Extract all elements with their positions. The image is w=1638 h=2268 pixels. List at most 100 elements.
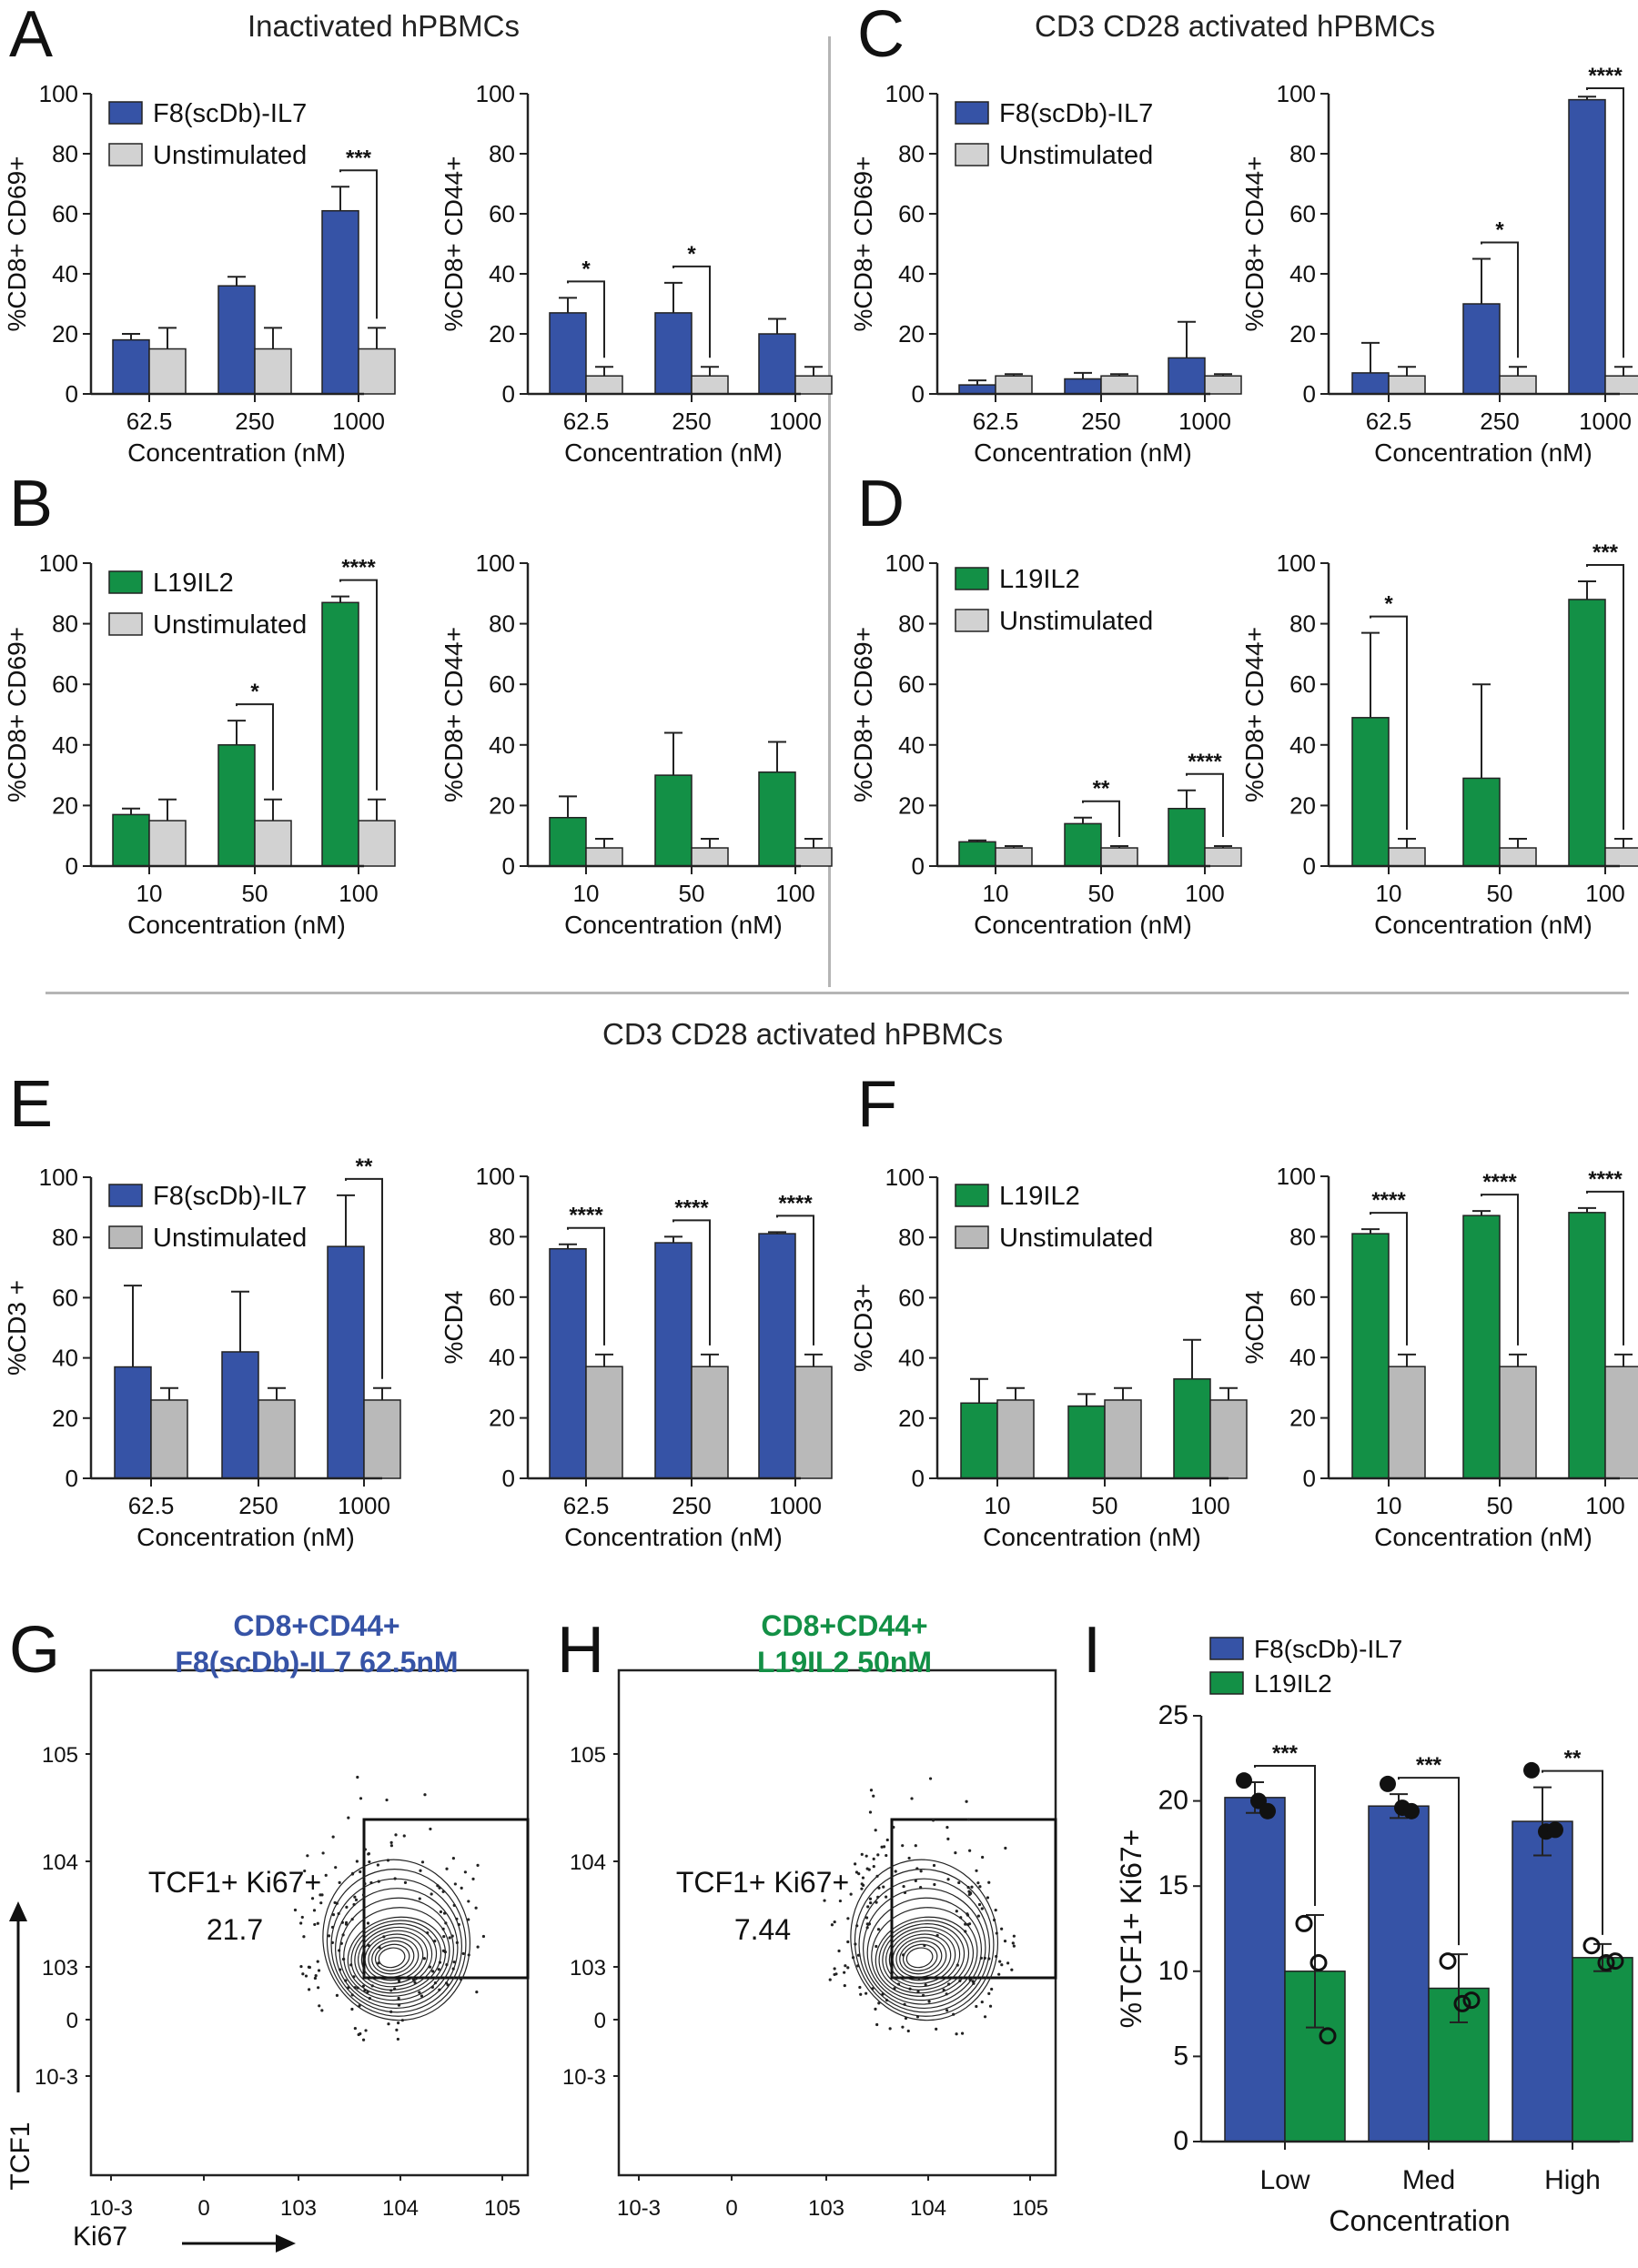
y-tick-label: 10	[1158, 1956, 1188, 1986]
x-tick-label: 50	[1092, 1492, 1118, 1519]
data-point	[1403, 1802, 1420, 1819]
contour-line	[875, 1916, 975, 1997]
bar	[995, 847, 1033, 867]
event-dot	[313, 1976, 318, 1981]
event-dot	[866, 1905, 870, 1909]
event-dot	[980, 1907, 984, 1910]
event-dot	[880, 1845, 884, 1849]
event-dot	[945, 1826, 949, 1830]
y-tick-label: 0	[502, 1465, 515, 1492]
event-dot	[304, 1974, 308, 1978]
contour-line	[888, 1930, 956, 1984]
significance-label: *	[687, 242, 696, 267]
event-dot	[347, 1816, 350, 1819]
y-tick-label: 80	[489, 610, 515, 638]
data-point	[1295, 1914, 1313, 1932]
contour-line	[350, 1920, 442, 1994]
event-dot	[901, 1844, 905, 1848]
y-tick-label: 60	[52, 1284, 78, 1311]
data-point	[1606, 1952, 1624, 1971]
x-tick-label: 100	[1585, 880, 1624, 907]
event-dot	[303, 1869, 307, 1873]
data-point	[1597, 1953, 1615, 1971]
flow-x-axis-label: Ki67	[73, 2222, 127, 2252]
event-dot	[389, 1844, 393, 1848]
event-dot	[317, 1986, 320, 1990]
event-dot	[376, 1863, 379, 1867]
event-dot	[363, 1848, 367, 1851]
y-tick-label: 40	[489, 731, 515, 759]
event-dot	[327, 1934, 331, 1938]
event-dot	[461, 1951, 465, 1956]
significance-label: ****	[674, 1195, 709, 1220]
y-tick-label: 100	[39, 80, 78, 107]
event-dot	[441, 1927, 445, 1931]
event-dot	[956, 1963, 959, 1967]
event-dot	[986, 1896, 990, 1900]
flow-y-tick-label: 105	[570, 1743, 606, 1768]
significance-label: ****	[1588, 64, 1623, 88]
x-axis-label: Concentration	[1329, 2204, 1510, 2237]
bar	[1462, 1215, 1501, 1479]
bar	[112, 338, 150, 395]
bar	[1064, 378, 1102, 395]
event-dot	[377, 1961, 380, 1965]
event-dot	[965, 1799, 968, 1803]
contour-line	[343, 1907, 450, 2001]
y-tick-label: 40	[1289, 260, 1316, 287]
legend-label: F8(scDb)-IL7	[153, 99, 307, 128]
significance-label: **	[356, 1154, 373, 1179]
y-tick-label: 40	[898, 260, 925, 287]
event-dot	[987, 1991, 991, 1995]
significance-bracket	[567, 280, 605, 358]
y-tick-label: 20	[1289, 1405, 1316, 1432]
event-dot	[876, 1928, 881, 1931]
y-tick-label: 40	[489, 1344, 515, 1371]
event-dot	[851, 1956, 855, 1960]
x-tick-label: 10	[136, 880, 163, 907]
event-dot	[316, 1960, 319, 1963]
bar	[758, 333, 796, 395]
data-point	[1523, 1761, 1540, 1779]
bar	[958, 841, 996, 867]
y-tick-label: 80	[898, 1224, 925, 1251]
panel-letter-a: A	[9, 0, 54, 71]
event-dot	[947, 1982, 951, 1986]
event-dot	[471, 1877, 475, 1880]
x-tick-label: 1000	[332, 408, 385, 435]
event-dot	[874, 1829, 877, 1832]
event-dot	[854, 1862, 857, 1866]
event-dot	[299, 1964, 303, 1969]
event-dot	[964, 1922, 967, 1926]
significance-label: ***	[1592, 540, 1619, 565]
event-dot	[312, 1909, 317, 1912]
significance-label: ****	[1371, 1188, 1406, 1213]
event-dot	[356, 1775, 359, 1779]
bar	[758, 771, 796, 867]
event-dot	[849, 1892, 853, 1896]
gate-rectangle	[890, 1818, 1057, 1980]
bar	[1067, 1405, 1106, 1479]
event-dot	[301, 1972, 305, 1976]
bar	[1388, 1366, 1426, 1479]
event-dot	[313, 1922, 317, 1927]
bar	[794, 847, 833, 867]
x-axis-label: Concentration (nM)	[127, 911, 346, 939]
event-dot	[434, 1976, 438, 1980]
x-axis-label: Concentration (nM)	[564, 911, 783, 939]
event-dot	[444, 1921, 448, 1925]
event-dot	[828, 1978, 832, 1981]
event-dot	[459, 1977, 463, 1981]
bar	[1499, 375, 1537, 395]
event-dot	[995, 1954, 998, 1959]
event-dot	[881, 1992, 885, 1996]
x-tick-label: 10	[985, 1492, 1011, 1519]
flow-y-tick-label: 0	[66, 2009, 78, 2033]
flow-x-tick-label: 10-3	[617, 2196, 661, 2221]
event-dot	[876, 1853, 880, 1857]
y-tick-label: 60	[1289, 200, 1316, 227]
event-dot	[933, 1882, 936, 1887]
event-dot	[906, 2029, 910, 2033]
event-dot	[318, 1893, 322, 1897]
event-dot	[319, 1901, 323, 1905]
